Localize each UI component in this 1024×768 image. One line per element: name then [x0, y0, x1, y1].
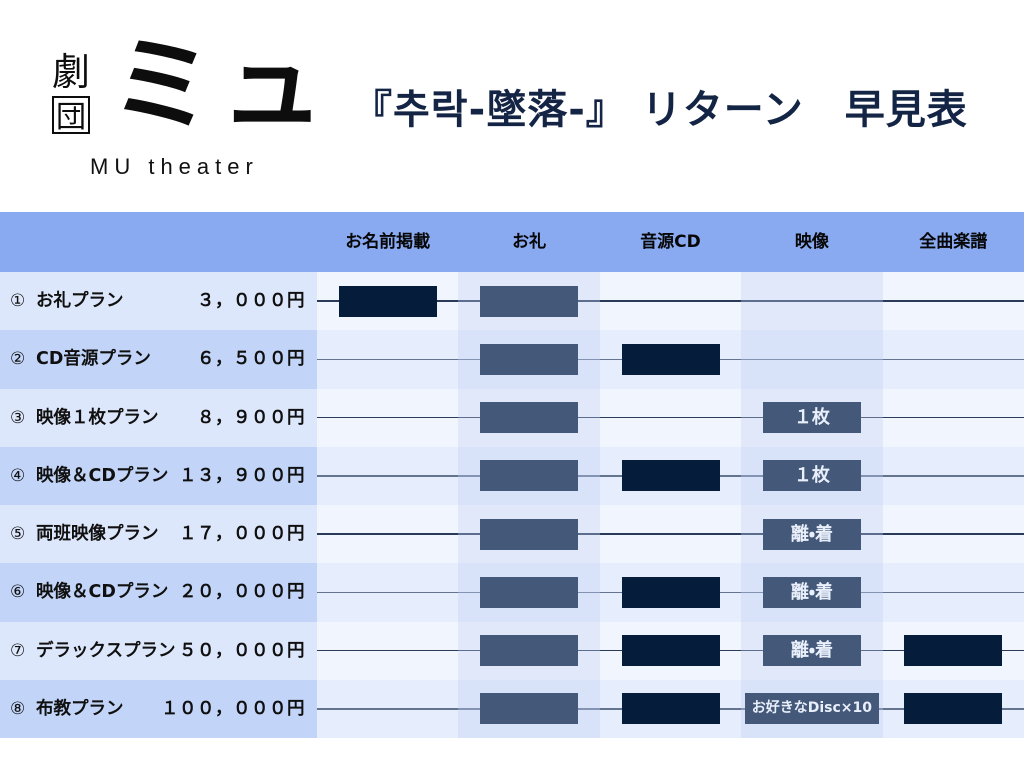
benefit-mark-cd — [621, 693, 720, 725]
row-connector-line — [317, 416, 1024, 419]
plan-price: ６，５００円 — [197, 349, 305, 370]
benefit-mark-score — [904, 693, 1003, 725]
benefit-row: 離・着 — [317, 621, 1024, 680]
benefit-mark-cd — [621, 576, 720, 608]
plan-name: デラックスプラン — [36, 640, 176, 661]
row-connector-line — [317, 533, 1024, 535]
benefit-row: １枚 — [317, 388, 1024, 447]
plan-name: お礼プラン — [36, 291, 124, 311]
plan-row[interactable]: ① お礼プラン ３，０００円 — [0, 272, 317, 331]
plan-price: １７，０００円 — [179, 524, 305, 544]
plan-row[interactable]: ⑥ 映像＆CDプラン ２０，０００円 — [0, 563, 317, 622]
benefit-mark-video: １枚 — [762, 460, 861, 492]
column-header-name: お名前掲載 — [345, 232, 431, 252]
column-header-score: 全曲楽譜 — [919, 232, 988, 252]
plan-row[interactable]: ③ 映像１枚プラン ８，９００円 — [0, 388, 317, 447]
benefit-mark-thanks — [480, 635, 579, 667]
benefit-mark-cd — [621, 635, 720, 667]
plan-row[interactable]: ⑤ 両班映像プラン １７，０００円 — [0, 505, 317, 564]
benefit-mark-thanks — [480, 460, 579, 492]
column-header-video: 映像 — [794, 232, 829, 252]
page-title: 『추락-墜落-』 リターン 早見表 — [352, 87, 968, 133]
company-logo: 劇 団 ミュ MU theater — [32, 24, 332, 194]
benefit-mark-cd — [621, 343, 720, 375]
benefit-mark-thanks — [480, 576, 579, 608]
plan-name: 映像＆CDプラン — [36, 465, 169, 486]
plan-number: ⑦ — [10, 640, 26, 661]
page-header: 劇 団 ミュ MU theater 『추락-墜落-』 リターン 早見表 — [0, 0, 1024, 212]
plan-name: 両班映像プラン — [36, 524, 159, 544]
benefit-mark-video: 離・着 — [762, 635, 861, 667]
column-header-thanks: お礼 — [512, 232, 547, 252]
logo-kanji-group: 劇 団 — [40, 50, 102, 135]
benefit-row: 離・着 — [317, 505, 1024, 564]
benefit-mark-thanks — [480, 693, 579, 725]
plan-price: ８，９００円 — [197, 407, 305, 428]
logo-kanji-geki: 劇 — [51, 50, 90, 94]
plan-number: ⑥ — [10, 582, 26, 603]
benefit-grid: １枚 １枚 離・着 離・着 離・着 お好きなDisc×10 — [317, 272, 1024, 738]
benefit-mark-video: 離・着 — [762, 576, 861, 608]
logo-marks: 劇 団 ミュ — [32, 24, 332, 149]
plan-row[interactable]: ④ 映像＆CDプラン １３，９００円 — [0, 446, 317, 505]
plan-number: ② — [10, 349, 26, 370]
plan-name: CD音源プラン — [36, 349, 151, 370]
return-chart-table: お名前掲載 お礼 音源CD 映像 全曲楽譜 ① お礼プラン ３，０００円 ② CD音源プラン ６，… — [0, 212, 1024, 738]
plan-row[interactable]: ② CD音源プラン ６，５００円 — [0, 330, 317, 389]
row-connector-line — [317, 300, 1024, 302]
benefit-mark-thanks — [480, 343, 579, 375]
plan-name: 布教プラン — [36, 698, 124, 719]
benefit-mark-thanks — [480, 285, 579, 317]
plan-name: 映像１枚プラン — [36, 407, 159, 428]
benefit-mark-video: 離・着 — [762, 518, 861, 550]
plan-row[interactable]: ⑧ 布教プラン １００，０００円 — [0, 679, 317, 738]
benefit-mark-name — [338, 285, 437, 317]
plan-row[interactable]: ⑦ デラックスプラン ５０，０００円 — [0, 621, 317, 680]
benefit-row: お好きなDisc×10 — [317, 679, 1024, 738]
benefit-mark-thanks — [480, 518, 579, 550]
benefit-row — [317, 330, 1024, 389]
benefit-row — [317, 272, 1024, 331]
plan-number: ⑧ — [10, 698, 26, 719]
plan-number: ③ — [10, 407, 26, 428]
benefit-mark-thanks — [480, 402, 579, 434]
plan-list-panel: ① お礼プラン ３，０００円 ② CD音源プラン ６，５００円 ③ 映像１枚プラン ８，９００円… — [0, 272, 317, 738]
column-header-band: お名前掲載 お礼 音源CD 映像 全曲楽譜 — [0, 212, 1024, 272]
plan-number: ④ — [10, 465, 26, 486]
plan-number: ① — [10, 291, 26, 311]
plan-price: １００，０００円 — [161, 698, 305, 719]
plan-price: ３，０００円 — [197, 291, 305, 311]
logo-kanji-dan-boxed: 団 — [52, 96, 90, 135]
benefit-row: １枚 — [317, 446, 1024, 505]
logo-katakana-myu: ミュ — [110, 24, 331, 146]
benefit-mark-cd — [621, 460, 720, 492]
benefit-row: 離・着 — [317, 563, 1024, 622]
benefit-mark-score — [904, 635, 1003, 667]
benefit-mark-video: １枚 — [762, 402, 861, 434]
logo-subtitle: MU theater — [90, 154, 259, 179]
plan-price: ５０，０００円 — [179, 640, 305, 661]
column-header-cd: 音源CD — [640, 232, 701, 252]
plan-price: ２０，０００円 — [179, 582, 305, 603]
benefit-mark-video: お好きなDisc×10 — [744, 693, 879, 725]
plan-price: １３，９００円 — [179, 465, 305, 486]
plan-number: ⑤ — [10, 524, 26, 544]
plan-name: 映像＆CDプラン — [36, 582, 169, 603]
